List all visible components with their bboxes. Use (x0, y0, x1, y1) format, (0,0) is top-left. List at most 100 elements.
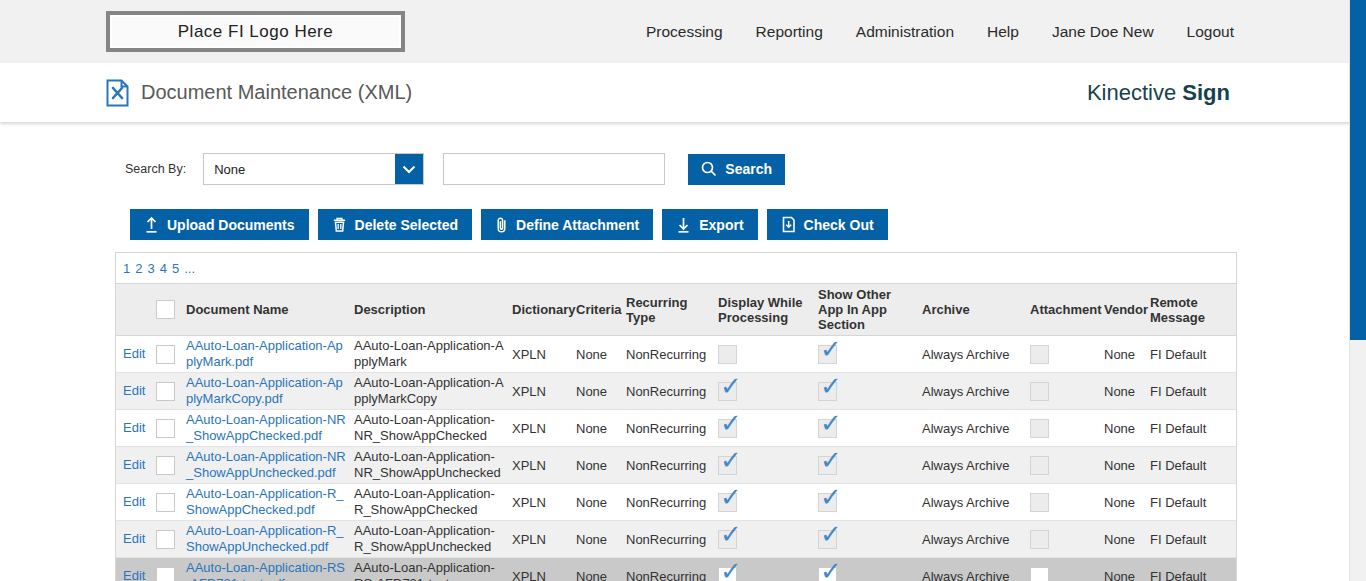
row-select-checkbox[interactable] (156, 345, 175, 364)
title-group: Document Maintenance (XML) (106, 79, 412, 107)
vertical-scrollbar[interactable] (1349, 0, 1366, 581)
check-out-button[interactable]: Check Out (767, 209, 888, 240)
attachment-checkbox[interactable] (1030, 345, 1049, 364)
search-by-dropdown[interactable]: None (203, 153, 424, 185)
row-select-checkbox[interactable] (156, 456, 175, 475)
attachment-checkbox[interactable] (1030, 456, 1049, 475)
row-select-checkbox[interactable] (156, 493, 175, 512)
attachment-checkbox[interactable] (1030, 382, 1049, 401)
description-cell: AAuto-Loan-Application-RS-AFD731-test (350, 558, 508, 581)
brand-regular: Kinective (1087, 80, 1182, 105)
row-select-checkbox[interactable] (156, 530, 175, 549)
edit-link[interactable]: Edit (123, 494, 145, 510)
display-while-processing-checkbox[interactable] (718, 530, 737, 549)
criteria-cell: None (572, 373, 622, 410)
row-select-checkbox[interactable] (156, 567, 175, 581)
page-link-1[interactable]: 1 (123, 261, 130, 276)
nav-logout[interactable]: Logout (1187, 23, 1234, 41)
page-link-2[interactable]: 2 (135, 261, 142, 276)
display-while-processing-checkbox[interactable] (718, 419, 737, 438)
display-while-processing-checkbox[interactable] (718, 382, 737, 401)
edit-link[interactable]: Edit (123, 420, 145, 436)
page-link-4[interactable]: 4 (160, 261, 167, 276)
page-link-more[interactable]: ... (184, 261, 195, 276)
col-select (152, 284, 182, 336)
show-other-app-checkbox[interactable] (818, 567, 837, 581)
row-select-checkbox[interactable] (156, 419, 175, 438)
col-vendor: Vendor (1100, 284, 1146, 336)
display-while-processing-checkbox[interactable] (718, 456, 737, 475)
document-name-link[interactable]: AAuto-Loan-Application-RS-AFD731-test.pd… (186, 560, 346, 581)
attachment-checkbox[interactable] (1030, 567, 1049, 581)
page-link-3[interactable]: 3 (147, 261, 154, 276)
remote-message-cell: FI Default (1146, 373, 1236, 410)
criteria-cell: None (572, 558, 622, 581)
delete-selected-label: Delete Selected (355, 217, 459, 233)
archive-cell: Always Archive (918, 447, 1026, 484)
document-name-link[interactable]: AAuto-Loan-Application-ApplyMarkCopy.pdf (186, 375, 346, 407)
trash-icon (332, 216, 347, 233)
fi-logo-placeholder: Place FI Logo Here (106, 11, 405, 52)
show-other-app-checkbox[interactable] (818, 530, 837, 549)
delete-selected-button[interactable]: Delete Selected (318, 209, 473, 240)
search-icon (701, 161, 717, 177)
top-bar: Place FI Logo Here Processing Reporting … (0, 0, 1366, 63)
description-cell: AAuto-Loan-Application-R_ShowAppUnchecke… (350, 521, 508, 558)
checkout-icon (781, 216, 796, 233)
documents-table-container: 1 2 3 4 5 ... Document Name Description … (115, 252, 1237, 581)
edit-link[interactable]: Edit (123, 531, 145, 547)
select-all-checkbox[interactable] (156, 300, 175, 319)
col-description: Description (350, 284, 508, 336)
show-other-app-checkbox[interactable] (818, 493, 837, 512)
edit-link[interactable]: Edit (123, 457, 145, 473)
upload-documents-button[interactable]: Upload Documents (130, 209, 309, 240)
archive-cell: Always Archive (918, 410, 1026, 447)
chevron-down-icon[interactable] (395, 154, 423, 184)
col-archive: Archive (918, 284, 1026, 336)
attachment-checkbox[interactable] (1030, 493, 1049, 512)
vendor-cell: None (1100, 484, 1146, 521)
document-name-link[interactable]: AAuto-Loan-Application-ApplyMark.pdf (186, 338, 346, 370)
row-select-checkbox[interactable] (156, 382, 175, 401)
search-by-dropdown-value: None (204, 162, 245, 177)
document-name-link[interactable]: AAuto-Loan-Application-NR_ShowAppUncheck… (186, 449, 346, 481)
edit-link[interactable]: Edit (123, 568, 145, 581)
define-attachment-button[interactable]: Define Attachment (481, 209, 653, 240)
paperclip-icon (495, 216, 508, 234)
scrollbar-thumb[interactable] (1350, 0, 1366, 340)
search-input[interactable] (443, 153, 665, 185)
criteria-cell: None (572, 521, 622, 558)
nav-reporting[interactable]: Reporting (756, 23, 823, 41)
col-dictionary: Dictionary (508, 284, 572, 336)
display-while-processing-checkbox[interactable] (718, 493, 737, 512)
document-name-link[interactable]: AAuto-Loan-Application-R_ShowAppChecked.… (186, 486, 346, 518)
show-other-app-checkbox[interactable] (818, 456, 837, 475)
attachment-checkbox[interactable] (1030, 530, 1049, 549)
show-other-app-checkbox[interactable] (818, 419, 837, 438)
documents-table: Document Name Description Dictionary Cri… (116, 284, 1236, 581)
remote-message-cell: FI Default (1146, 558, 1236, 581)
description-cell: AAuto-Loan-Application-ApplyMarkCopy (350, 373, 508, 410)
attachment-checkbox[interactable] (1030, 419, 1049, 438)
archive-cell: Always Archive (918, 484, 1026, 521)
table-row: Edit AAuto-Loan-Application-ApplyMarkCop… (116, 373, 1236, 410)
edit-link[interactable]: Edit (123, 346, 145, 362)
upload-documents-label: Upload Documents (167, 217, 295, 233)
export-button[interactable]: Export (662, 209, 757, 240)
search-button[interactable]: Search (688, 154, 785, 185)
nav-administration[interactable]: Administration (856, 23, 954, 41)
nav-help[interactable]: Help (987, 23, 1019, 41)
search-button-label: Search (725, 161, 772, 177)
page-link-5[interactable]: 5 (172, 261, 179, 276)
document-name-link[interactable]: AAuto-Loan-Application-NR_ShowAppChecked… (186, 412, 346, 444)
document-name-link[interactable]: AAuto-Loan-Application-R_ShowAppUnchecke… (186, 523, 346, 555)
brand-bold: Sign (1182, 80, 1230, 105)
edit-link[interactable]: Edit (123, 383, 145, 399)
nav-processing[interactable]: Processing (646, 23, 723, 41)
toolbar: Upload Documents Delete Selected Define … (130, 209, 1366, 240)
display-while-processing-checkbox[interactable] (718, 567, 737, 581)
display-while-processing-checkbox[interactable] (718, 345, 737, 364)
nav-user-jane-doe-new[interactable]: Jane Doe New (1052, 23, 1154, 41)
show-other-app-checkbox[interactable] (818, 345, 837, 364)
show-other-app-checkbox[interactable] (818, 382, 837, 401)
